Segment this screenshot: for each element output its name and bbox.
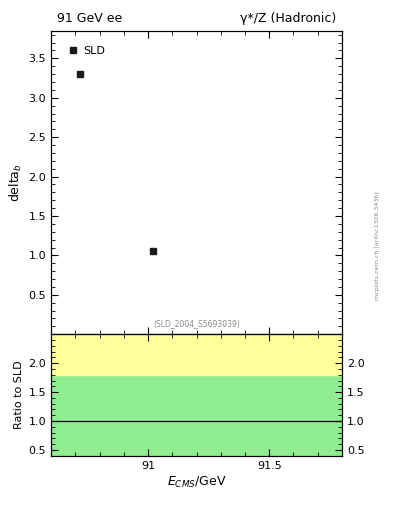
Bar [51, 334, 342, 375]
SLD [78, 71, 83, 77]
Y-axis label: delta$_b$: delta$_b$ [8, 163, 24, 202]
Text: γ*/Z (Hadronic): γ*/Z (Hadronic) [240, 12, 336, 25]
Text: (SLD_2004_S5693039): (SLD_2004_S5693039) [153, 319, 240, 328]
X-axis label: $E_{CMS}$/GeV: $E_{CMS}$/GeV [167, 475, 226, 490]
SLD [151, 248, 155, 254]
Text: mcplots.cern.ch [arXiv:1306.3436]: mcplots.cern.ch [arXiv:1306.3436] [375, 191, 380, 300]
Text: 91 GeV ee: 91 GeV ee [57, 12, 122, 25]
Line: SLD: SLD [77, 71, 156, 255]
Legend: SLD: SLD [65, 42, 108, 59]
Y-axis label: Ratio to SLD: Ratio to SLD [14, 360, 24, 429]
Bar [51, 334, 342, 456]
